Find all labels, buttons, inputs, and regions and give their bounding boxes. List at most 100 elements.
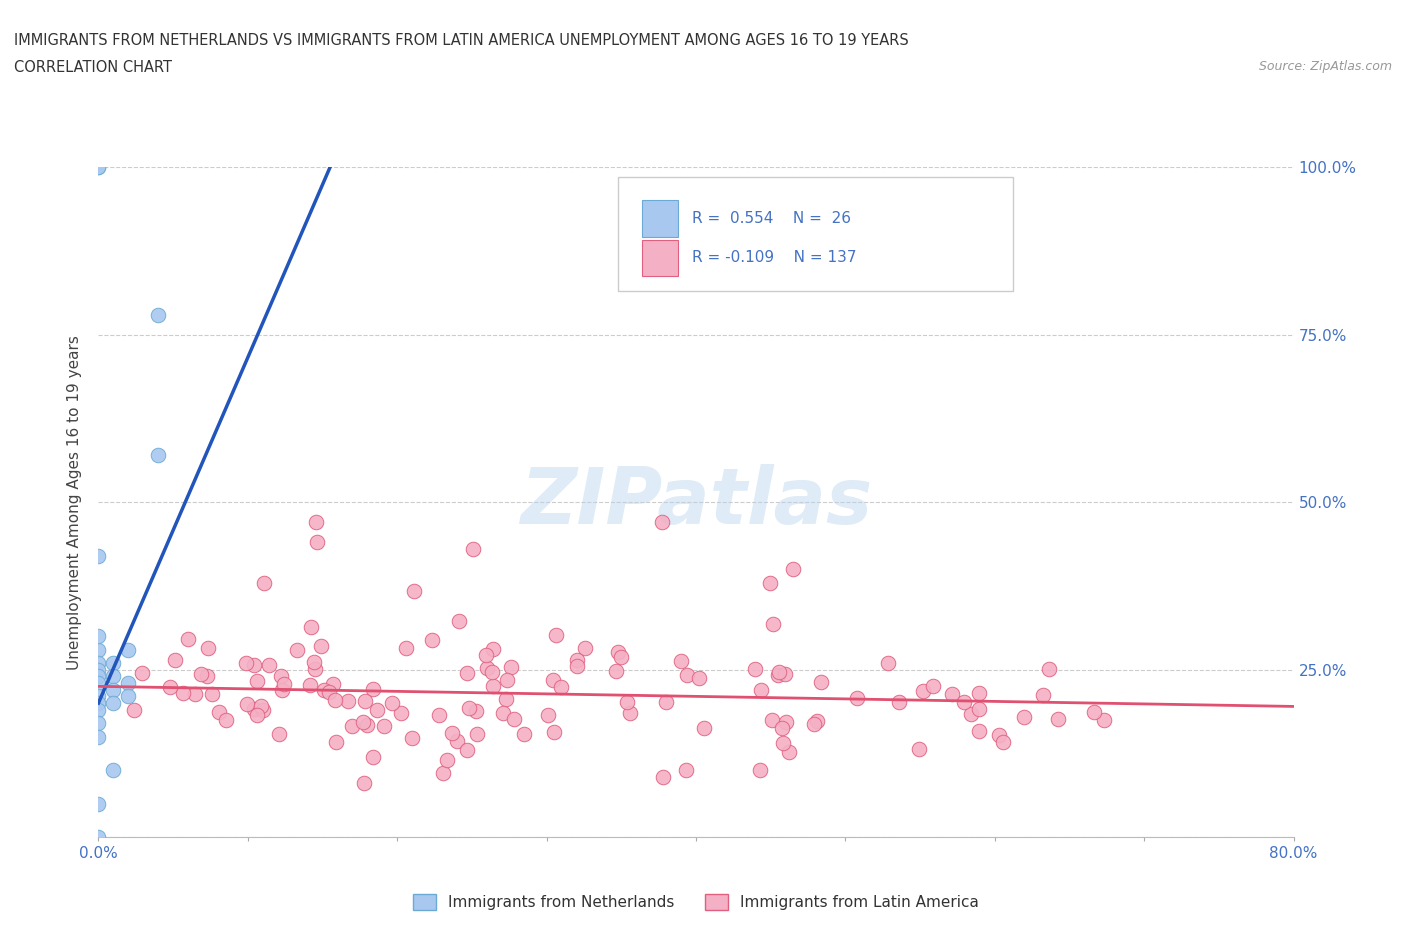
- Point: [969, 685, 991, 700]
- Point: [304, 655, 326, 670]
- Point: [907, 741, 929, 756]
- Point: [953, 695, 976, 710]
- Point: [782, 562, 804, 577]
- Point: [675, 668, 697, 683]
- Point: [565, 658, 588, 673]
- Point: [1038, 662, 1060, 677]
- Point: [87, 642, 110, 657]
- Point: [366, 702, 388, 717]
- Point: [465, 726, 488, 741]
- Point: [887, 694, 910, 709]
- Point: [675, 763, 697, 777]
- Point: [610, 649, 633, 664]
- Point: [921, 678, 943, 693]
- Point: [373, 719, 395, 734]
- Point: [312, 683, 335, 698]
- Point: [1092, 713, 1115, 728]
- Point: [482, 678, 505, 693]
- Point: [499, 660, 522, 675]
- Point: [474, 647, 496, 662]
- FancyBboxPatch shape: [643, 200, 678, 237]
- Point: [246, 708, 269, 723]
- Point: [246, 673, 269, 688]
- Point: [616, 695, 638, 710]
- Text: ZIPatlas: ZIPatlas: [520, 464, 872, 540]
- Point: [404, 584, 426, 599]
- Point: [495, 692, 517, 707]
- Point: [513, 726, 536, 741]
- Point: [969, 701, 991, 716]
- Point: [391, 705, 413, 720]
- Point: [492, 706, 515, 721]
- Point: [671, 654, 693, 669]
- Point: [482, 642, 505, 657]
- Point: [361, 682, 384, 697]
- Point: [457, 700, 479, 715]
- Point: [242, 658, 264, 672]
- Point: [215, 713, 238, 728]
- Point: [299, 619, 322, 634]
- Point: [87, 675, 110, 690]
- Point: [692, 720, 714, 735]
- Point: [122, 702, 145, 717]
- Point: [496, 672, 519, 687]
- Point: [337, 694, 360, 709]
- Point: [395, 640, 418, 655]
- Point: [87, 549, 110, 564]
- Point: [759, 575, 782, 590]
- FancyBboxPatch shape: [643, 240, 678, 276]
- Point: [298, 677, 321, 692]
- Text: R =  0.554    N =  26: R = 0.554 N = 26: [692, 211, 852, 226]
- Point: [163, 653, 186, 668]
- Point: [544, 628, 567, 643]
- Point: [208, 705, 231, 720]
- Point: [537, 708, 560, 723]
- Point: [103, 669, 125, 684]
- Point: [87, 729, 110, 744]
- Point: [131, 665, 153, 680]
- Point: [177, 631, 200, 646]
- Point: [773, 667, 796, 682]
- Point: [87, 702, 110, 717]
- Point: [87, 830, 110, 844]
- Point: [941, 686, 963, 701]
- Point: [190, 666, 212, 681]
- Point: [744, 662, 766, 677]
- Point: [550, 680, 572, 695]
- Point: [305, 515, 328, 530]
- Point: [652, 769, 675, 784]
- Point: [775, 715, 797, 730]
- Point: [619, 706, 641, 721]
- Text: R = -0.109    N = 137: R = -0.109 N = 137: [692, 250, 856, 265]
- Text: CORRELATION CHART: CORRELATION CHART: [14, 60, 172, 75]
- Point: [481, 665, 503, 680]
- Point: [541, 672, 564, 687]
- Point: [381, 696, 404, 711]
- Legend: Immigrants from Netherlands, Immigrants from Latin America: Immigrants from Netherlands, Immigrants …: [406, 888, 986, 916]
- Point: [87, 656, 110, 671]
- Point: [1012, 710, 1035, 724]
- Point: [271, 683, 294, 698]
- Point: [912, 684, 935, 698]
- Text: IMMIGRANTS FROM NETHERLANDS VS IMMIGRANTS FROM LATIN AMERICA UNEMPLOYMENT AMONG : IMMIGRANTS FROM NETHERLANDS VS IMMIGRANT…: [14, 33, 908, 47]
- Point: [762, 617, 785, 631]
- Point: [688, 671, 710, 685]
- Point: [1083, 704, 1105, 719]
- Point: [605, 664, 627, 679]
- Point: [446, 734, 468, 749]
- Point: [148, 307, 170, 322]
- Point: [273, 677, 295, 692]
- Point: [159, 679, 181, 694]
- Point: [441, 726, 464, 741]
- Point: [103, 656, 125, 671]
- Point: [768, 665, 790, 680]
- Point: [1046, 711, 1069, 726]
- Point: [87, 689, 110, 704]
- Y-axis label: Unemployment Among Ages 16 to 19 years: Unemployment Among Ages 16 to 19 years: [67, 335, 83, 670]
- Point: [749, 683, 772, 698]
- Point: [87, 160, 110, 175]
- Point: [810, 675, 832, 690]
- Point: [436, 752, 458, 767]
- Point: [243, 701, 266, 716]
- Point: [103, 683, 125, 698]
